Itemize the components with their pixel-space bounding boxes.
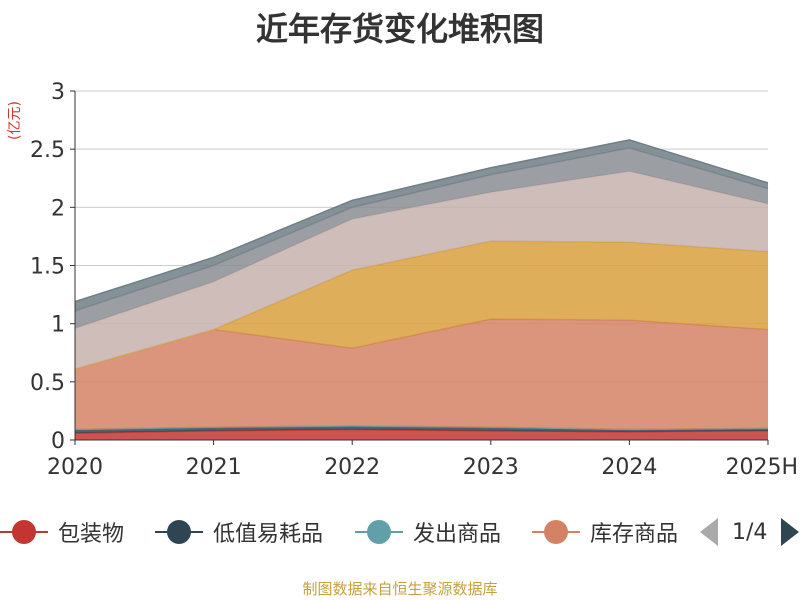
legend-marker <box>155 520 203 544</box>
axes <box>70 90 769 445</box>
legend-marker <box>0 520 48 544</box>
x-tick-label: 2020 <box>47 455 103 480</box>
y-tick-label: 1.5 <box>30 255 65 280</box>
area-series-1 <box>75 426 768 434</box>
y-tick-label: 0 <box>51 429 65 454</box>
chart-title: 近年存货变化堆积图 <box>255 10 544 48</box>
legend-label: 低值易耗品 <box>213 522 324 547</box>
chevron-left-icon[interactable] <box>700 518 718 546</box>
y-tick-label: 3 <box>51 80 65 105</box>
area-series-4 <box>75 241 768 370</box>
area-series-5 <box>75 171 768 370</box>
x-tick-label: 2021 <box>186 455 242 480</box>
legend-pager: 1/4 <box>700 512 800 552</box>
series-line-7 <box>74 139 769 303</box>
legend-item-goods-shipped[interactable]: 发出商品 <box>355 512 501 552</box>
x-tick-label: 2024 <box>601 455 657 480</box>
area-series <box>74 139 769 440</box>
x-tick-label: 2023 <box>463 455 519 480</box>
legend-marker <box>532 520 580 544</box>
y-tick-label: 2 <box>51 196 65 221</box>
legend-item-finished-goods[interactable]: 库存商品 <box>532 512 678 552</box>
legend-label: 库存商品 <box>590 522 679 547</box>
legend-label: 包装物 <box>58 522 125 547</box>
legend-page-indicator: 1/4 <box>732 519 768 545</box>
legend-label: 发出商品 <box>413 522 502 547</box>
data-source-note: 制图数据来自恒生聚源数据库 <box>302 580 498 598</box>
y-tick-label: 0.5 <box>30 371 65 396</box>
y-tick-label: 2.5 <box>30 138 65 163</box>
stacked-area-chart: 0 0.5 1 1.5 2 2.5 3 2020 2021 2022 2023 2024 2025H <box>30 80 798 480</box>
x-tick-label: 2025H <box>725 455 798 480</box>
tick-labels: 0 0.5 1 1.5 2 2.5 3 2020 2021 2022 2023 2024 2025H <box>30 80 798 480</box>
legend-marker <box>355 520 403 544</box>
legend: 包装物 低值易耗品 发出商品 库存商品 <box>0 512 700 552</box>
y-tick-label: 1 <box>51 313 65 338</box>
chevron-right-icon[interactable] <box>781 518 800 546</box>
x-tick-label: 2022 <box>324 455 380 480</box>
legend-item-packaging[interactable]: 包装物 <box>0 512 124 552</box>
legend-item-low-value-consumables[interactable]: 低值易耗品 <box>155 512 323 552</box>
area-series-3 <box>75 319 768 430</box>
